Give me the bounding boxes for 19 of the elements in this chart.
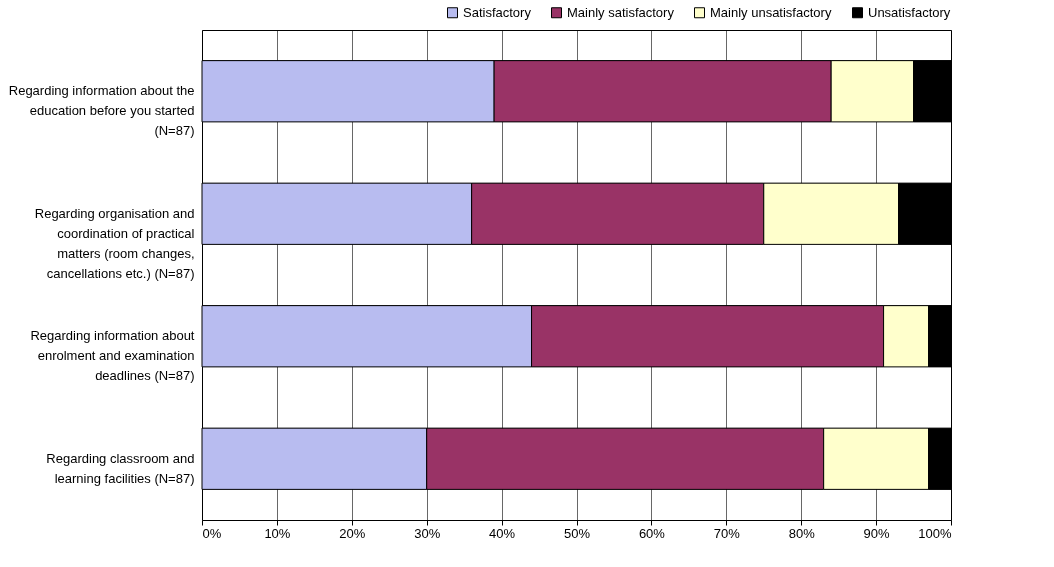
y-tick-label: Regarding classroom and learning facilities (N=87) — [46, 450, 195, 486]
x-tick-label: 20% — [339, 525, 366, 541]
legend-label: Satisfactory — [463, 4, 532, 20]
legend-label: Unsatisfactory — [868, 4, 951, 20]
legend-label: Mainly satisfactory — [567, 4, 675, 20]
x-tick-label: 60% — [638, 525, 666, 541]
y-tick-label: Regarding organisation and coordination of practical matters (room changes, cancellations etc.) (N=87) — [34, 205, 195, 281]
x-tick-label: 90% — [863, 525, 891, 541]
x-tick-label: 100% — [918, 525, 952, 541]
y-tick-label: Regarding information about enrolment and examination deadlines (N=87) — [30, 328, 195, 384]
x-tick-label: 40% — [489, 525, 516, 541]
y-tick-label: Regarding information about the education before you started (N=87) — [8, 83, 195, 139]
x-tick-label: 70% — [713, 525, 741, 541]
x-tick-label: 50% — [563, 525, 591, 541]
legend-label: Mainly unsatisfactory — [710, 4, 832, 20]
x-tick-label: 80% — [788, 525, 816, 541]
x-tick-label: 0% — [202, 525, 222, 541]
x-tick-label: 30% — [414, 525, 441, 541]
x-tick-label: 10% — [264, 525, 291, 541]
